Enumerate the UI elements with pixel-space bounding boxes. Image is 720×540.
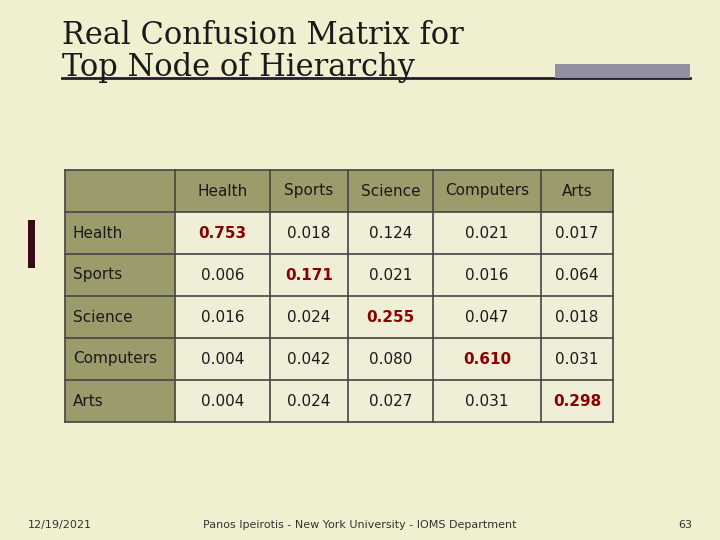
Text: 0.016: 0.016	[465, 267, 509, 282]
Bar	[65, 254, 175, 296]
Text: 0.171: 0.171	[285, 267, 333, 282]
Bar	[28, 220, 35, 268]
Text: 0.021: 0.021	[369, 267, 412, 282]
Bar	[65, 338, 175, 380]
Text: Arts: Arts	[73, 394, 104, 408]
Text: 0.017: 0.017	[555, 226, 599, 240]
Text: Computers: Computers	[73, 352, 157, 367]
Text: Health: Health	[197, 184, 248, 199]
Text: Sports: Sports	[284, 184, 333, 199]
Text: 0.298: 0.298	[553, 394, 601, 408]
Text: 0.124: 0.124	[369, 226, 412, 240]
Text: Panos Ipeirotis - New York University - IOMS Department: Panos Ipeirotis - New York University - …	[203, 520, 517, 530]
Bar	[65, 296, 175, 338]
Text: Science: Science	[361, 184, 420, 199]
Text: Science: Science	[73, 309, 132, 325]
Text: 0.018: 0.018	[287, 226, 330, 240]
Text: Health: Health	[73, 226, 123, 240]
Text: 0.004: 0.004	[201, 352, 244, 367]
Text: 0.006: 0.006	[201, 267, 244, 282]
Text: 0.024: 0.024	[287, 309, 330, 325]
Bar	[65, 170, 613, 422]
Text: 0.610: 0.610	[463, 352, 511, 367]
Text: Computers: Computers	[445, 184, 529, 199]
Text: 0.016: 0.016	[201, 309, 244, 325]
Bar	[65, 170, 613, 212]
Text: 0.255: 0.255	[366, 309, 415, 325]
Text: Sports: Sports	[73, 267, 122, 282]
Text: 0.021: 0.021	[465, 226, 509, 240]
Bar	[65, 380, 175, 422]
Bar	[555, 64, 690, 78]
Text: 0.027: 0.027	[369, 394, 412, 408]
Text: 0.080: 0.080	[369, 352, 412, 367]
Text: 63: 63	[678, 520, 692, 530]
Text: Top Node of Hierarchy: Top Node of Hierarchy	[62, 52, 415, 83]
Bar	[65, 212, 175, 254]
Text: 0.064: 0.064	[555, 267, 599, 282]
Text: 0.031: 0.031	[465, 394, 509, 408]
Text: 0.031: 0.031	[555, 352, 599, 367]
Text: 0.004: 0.004	[201, 394, 244, 408]
Text: 0.047: 0.047	[465, 309, 509, 325]
Text: 12/19/2021: 12/19/2021	[28, 520, 92, 530]
Text: Arts: Arts	[562, 184, 593, 199]
Text: Real Confusion Matrix for: Real Confusion Matrix for	[62, 20, 464, 51]
Text: 0.024: 0.024	[287, 394, 330, 408]
Text: 0.042: 0.042	[287, 352, 330, 367]
Text: 0.753: 0.753	[199, 226, 246, 240]
Text: 0.018: 0.018	[555, 309, 599, 325]
